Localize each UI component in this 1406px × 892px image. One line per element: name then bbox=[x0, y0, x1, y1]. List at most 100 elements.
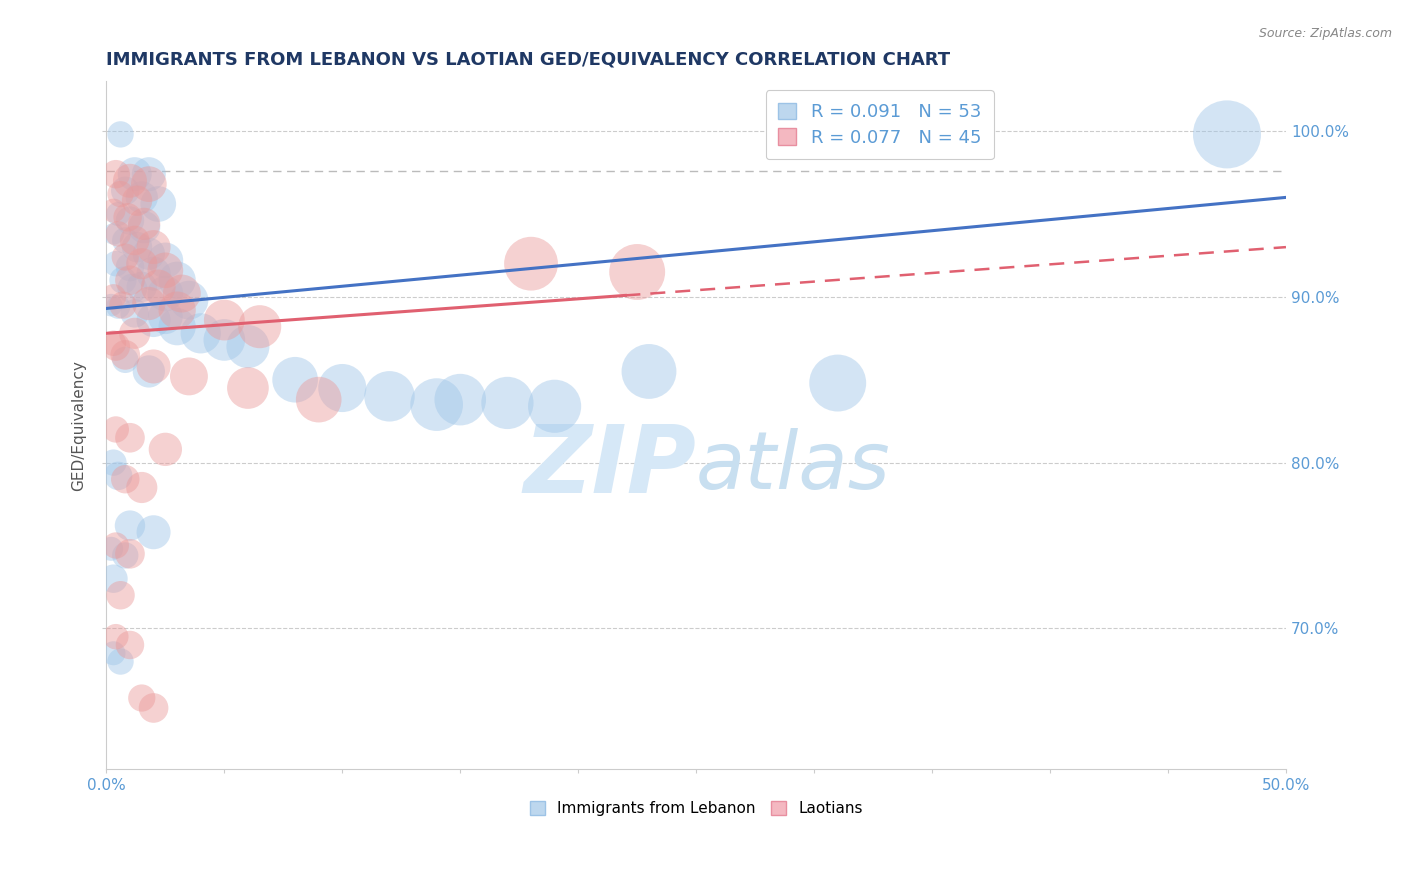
Point bbox=[103, 203, 125, 218]
Point bbox=[284, 373, 307, 387]
Point bbox=[496, 396, 519, 410]
Point bbox=[118, 213, 141, 227]
Point bbox=[142, 240, 165, 254]
Point bbox=[118, 260, 141, 274]
Point bbox=[142, 313, 165, 327]
Point bbox=[103, 336, 125, 351]
Point bbox=[104, 340, 127, 354]
Point bbox=[142, 267, 165, 281]
Point bbox=[155, 442, 177, 457]
Point bbox=[114, 352, 136, 367]
Point bbox=[114, 348, 136, 362]
Point bbox=[124, 306, 146, 320]
Text: atlas: atlas bbox=[696, 427, 891, 506]
Point bbox=[155, 253, 177, 268]
Point bbox=[170, 286, 193, 301]
Point bbox=[125, 194, 148, 208]
Point bbox=[142, 525, 165, 540]
Point bbox=[103, 572, 125, 586]
Point bbox=[626, 265, 648, 279]
Point bbox=[330, 381, 353, 395]
Point bbox=[111, 298, 134, 312]
Text: ZIP: ZIP bbox=[523, 421, 696, 513]
Point bbox=[100, 541, 122, 556]
Point bbox=[118, 273, 141, 287]
Point bbox=[148, 280, 170, 294]
Point bbox=[155, 310, 177, 324]
Point bbox=[121, 282, 143, 296]
Point bbox=[138, 296, 160, 310]
Point bbox=[118, 547, 141, 561]
Point bbox=[543, 399, 565, 413]
Legend: Immigrants from Lebanon, Laotians: Immigrants from Lebanon, Laotians bbox=[522, 793, 870, 823]
Point bbox=[110, 588, 132, 602]
Point bbox=[104, 422, 127, 436]
Point bbox=[125, 240, 148, 254]
Point bbox=[131, 280, 153, 294]
Point bbox=[100, 298, 122, 312]
Point bbox=[118, 174, 141, 188]
Point bbox=[138, 167, 160, 181]
Point bbox=[177, 369, 200, 384]
Point bbox=[114, 234, 136, 248]
Point bbox=[118, 638, 141, 652]
Point bbox=[190, 326, 212, 341]
Point bbox=[111, 273, 134, 287]
Point bbox=[107, 207, 129, 221]
Point bbox=[110, 187, 132, 202]
Point bbox=[638, 364, 661, 378]
Point bbox=[104, 167, 127, 181]
Point bbox=[138, 364, 160, 378]
Point bbox=[110, 655, 132, 669]
Point bbox=[236, 340, 259, 354]
Point bbox=[103, 456, 125, 470]
Point bbox=[104, 630, 127, 644]
Point bbox=[236, 381, 259, 395]
Point bbox=[134, 217, 156, 231]
Point bbox=[114, 472, 136, 486]
Point bbox=[520, 257, 543, 271]
Point bbox=[114, 184, 136, 198]
Point bbox=[124, 234, 146, 248]
Point bbox=[426, 398, 449, 412]
Point bbox=[177, 293, 200, 308]
Point bbox=[107, 469, 129, 483]
Point bbox=[166, 273, 188, 287]
Y-axis label: GED/Equivalency: GED/Equivalency bbox=[72, 359, 86, 491]
Point bbox=[131, 190, 153, 204]
Point bbox=[155, 286, 177, 301]
Point bbox=[134, 220, 156, 235]
Point bbox=[107, 300, 129, 314]
Point bbox=[142, 359, 165, 374]
Point bbox=[155, 263, 177, 277]
Point bbox=[114, 250, 136, 264]
Point bbox=[131, 481, 153, 495]
Point bbox=[214, 313, 236, 327]
Point bbox=[138, 246, 160, 260]
Point bbox=[117, 211, 139, 225]
Point bbox=[103, 227, 125, 241]
Point bbox=[827, 376, 849, 390]
Point bbox=[166, 319, 188, 334]
Point bbox=[1216, 128, 1239, 142]
Point bbox=[249, 319, 271, 334]
Text: Source: ZipAtlas.com: Source: ZipAtlas.com bbox=[1258, 27, 1392, 40]
Point bbox=[110, 128, 132, 142]
Point bbox=[104, 539, 127, 553]
Point bbox=[131, 257, 153, 271]
Point bbox=[104, 257, 127, 271]
Point bbox=[449, 392, 471, 407]
Point bbox=[124, 326, 146, 341]
Point bbox=[148, 197, 170, 211]
Point bbox=[107, 227, 129, 241]
Point bbox=[166, 303, 188, 318]
Point bbox=[214, 333, 236, 347]
Point bbox=[138, 177, 160, 191]
Point bbox=[103, 646, 125, 660]
Text: IMMIGRANTS FROM LEBANON VS LAOTIAN GED/EQUIVALENCY CORRELATION CHART: IMMIGRANTS FROM LEBANON VS LAOTIAN GED/E… bbox=[107, 51, 950, 69]
Point bbox=[124, 167, 146, 181]
Point bbox=[103, 290, 125, 304]
Point bbox=[131, 691, 153, 706]
Point bbox=[308, 392, 330, 407]
Point bbox=[114, 549, 136, 563]
